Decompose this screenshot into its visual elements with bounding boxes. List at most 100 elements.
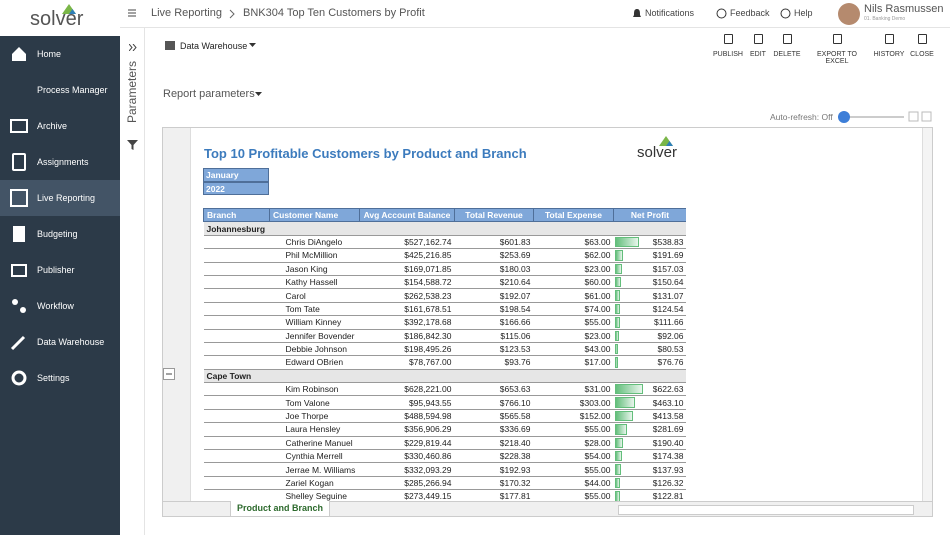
- cell-text: $229,819.44: [404, 438, 451, 448]
- cell-text: $126.32: [653, 478, 684, 488]
- cell: [204, 262, 270, 275]
- expand-icon[interactable]: [129, 44, 137, 51]
- cell-text: William Kinney: [286, 317, 342, 327]
- cell-text: $198,495.26: [404, 344, 451, 354]
- collapse[interactable]: [163, 368, 175, 380]
- data-row: Edward OBrien$78,767.00$93.76$17.00$76.7…: [204, 356, 687, 369]
- cell: [204, 450, 270, 463]
- cell-text: $23.00: [585, 264, 611, 274]
- menu-icon[interactable]: [128, 9, 136, 17]
- toolbar-icon[interactable]: [783, 34, 792, 44]
- filter-icon[interactable]: [127, 140, 138, 150]
- data-bar: [615, 331, 619, 341]
- cell: $80.53: [614, 342, 687, 355]
- data-bar: [615, 491, 621, 501]
- cell-text: $218.40: [500, 438, 531, 448]
- nav-item[interactable]: Archive: [0, 108, 120, 144]
- nav-item[interactable]: Live Reporting: [0, 180, 120, 216]
- cell-text: Jennifer Bovender: [286, 331, 355, 341]
- cell-text: $60.00: [585, 277, 611, 287]
- cell: $55.00: [534, 463, 614, 476]
- cell-text: Catherine Manuel: [286, 438, 353, 448]
- cell-text: $92.06: [658, 331, 684, 341]
- notifications[interactable]: Notifications: [645, 8, 694, 18]
- h-scroll[interactable]: [618, 505, 914, 515]
- cell: $44.00: [534, 476, 614, 489]
- nav-item[interactable]: Settings: [0, 360, 120, 396]
- cell: $766.10: [455, 396, 534, 409]
- toolbar-icon[interactable]: [833, 34, 842, 44]
- cell: $186,842.30: [360, 329, 455, 342]
- cell: $78,767.00: [360, 356, 455, 369]
- data-bar: [615, 304, 621, 314]
- nav-item[interactable]: Process Manager: [0, 72, 120, 108]
- cell-text: Jerrae M. Williams: [286, 465, 356, 475]
- cell: $330,460.86: [360, 450, 455, 463]
- cell-text: $161,678.51: [404, 304, 451, 314]
- toolbar-icon[interactable]: [885, 34, 894, 44]
- cell: [204, 329, 270, 342]
- cell: $210.64: [455, 275, 534, 288]
- cell: $60.00: [534, 275, 614, 288]
- cell: $92.06: [614, 329, 687, 342]
- cell: $332,093.29: [360, 463, 455, 476]
- cell: $126.32: [614, 476, 687, 489]
- source[interactable]: Data Warehouse: [180, 41, 247, 51]
- cell: Phil McMillion: [270, 249, 360, 262]
- nav-item[interactable]: Workflow: [0, 288, 120, 324]
- avatar[interactable]: [838, 3, 860, 25]
- cell-text: Debbie Johnson: [286, 344, 347, 354]
- cell-text: $55.00: [585, 491, 611, 501]
- toolbar-icon[interactable]: [754, 34, 763, 44]
- data-row: Chris DiAngelo$527,162.74$601.83$63.00$5…: [204, 235, 687, 248]
- sheet-tab[interactable]: Product and Branch: [230, 501, 330, 517]
- cell: Shelley Seguine: [270, 490, 360, 501]
- toolbar-button[interactable]: EXPORT TO EXCEL: [807, 51, 867, 65]
- nav-item[interactable]: Data Warehouse: [0, 324, 120, 360]
- cell: $192.07: [455, 289, 534, 302]
- toolbar-icon[interactable]: [724, 34, 733, 44]
- cell: [204, 316, 270, 329]
- cell-text: $766.10: [500, 398, 531, 408]
- cell: $336.69: [455, 423, 534, 436]
- cell: Debbie Johnson: [270, 342, 360, 355]
- cell: [204, 396, 270, 409]
- cell-text: $28.00: [585, 438, 611, 448]
- scrollbar[interactable]: [922, 128, 933, 501]
- group-row: Cape Town: [204, 369, 687, 382]
- cell: Jennifer Bovender: [270, 329, 360, 342]
- panel-label[interactable]: Parameters: [125, 52, 139, 132]
- cell: $190.40: [614, 436, 687, 449]
- period-cell: 2022: [203, 182, 269, 196]
- nav-item[interactable]: Home: [0, 36, 120, 72]
- cell: $488,594.98: [360, 409, 455, 422]
- help[interactable]: Help: [794, 8, 813, 18]
- cell-text: Kim Robinson: [286, 384, 339, 394]
- data-bar: [615, 250, 624, 260]
- cell-text: Kathy Hassell: [286, 277, 338, 287]
- toolbar-button[interactable]: CLOSE: [892, 51, 950, 58]
- data-row: Jennifer Bovender$186,842.30$115.06$23.0…: [204, 329, 687, 342]
- report-table: BranchCustomer NameAvg Account BalanceTo…: [203, 208, 686, 501]
- cell: $177.81: [455, 490, 534, 501]
- report-parameters[interactable]: Report parameters: [163, 88, 255, 100]
- user-name[interactable]: Nils Rasmussen: [864, 3, 943, 15]
- feedback[interactable]: Feedback: [730, 8, 770, 18]
- toolbar-icon[interactable]: [918, 34, 927, 44]
- cell-text: $54.00: [585, 451, 611, 461]
- cell: $653.63: [455, 383, 534, 396]
- toggle[interactable]: [836, 110, 932, 124]
- cell: $150.64: [614, 275, 687, 288]
- cell: $55.00: [534, 316, 614, 329]
- nav-item[interactable]: Publisher: [0, 252, 120, 288]
- data-bar: [615, 478, 621, 488]
- group-name: Cape Town: [204, 369, 687, 382]
- nav-item[interactable]: Assignments: [0, 144, 120, 180]
- cell-text: $137.93: [653, 465, 684, 475]
- param-strip: Parameters: [120, 28, 145, 535]
- breadcrumb[interactable]: Live Reporting: [151, 7, 222, 19]
- cell-text: $169,071.85: [404, 264, 451, 274]
- nav-item[interactable]: Budgeting: [0, 216, 120, 252]
- report-logo: solver: [637, 144, 677, 161]
- cell: $228.38: [455, 450, 534, 463]
